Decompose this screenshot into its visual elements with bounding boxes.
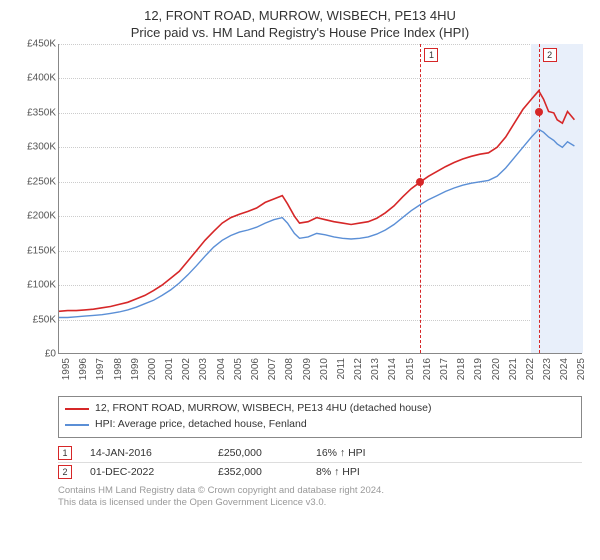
event-date: 01-DEC-2022 bbox=[90, 466, 200, 478]
x-tick-label: 1996 bbox=[78, 358, 89, 380]
y-tick-label: £100K bbox=[27, 280, 56, 291]
title-block: 12, FRONT ROAD, MURROW, WISBECH, PE13 4H… bbox=[12, 8, 588, 40]
x-tick-label: 2010 bbox=[319, 358, 330, 380]
series-svg bbox=[59, 44, 583, 354]
x-tick-label: 1997 bbox=[95, 358, 106, 380]
x-tick-label: 2005 bbox=[233, 358, 244, 380]
chart-title-address: 12, FRONT ROAD, MURROW, WISBECH, PE13 4H… bbox=[12, 8, 588, 23]
x-tick-label: 2025 bbox=[576, 358, 587, 380]
x-tick-label: 2000 bbox=[147, 358, 158, 380]
x-tick-label: 2020 bbox=[491, 358, 502, 380]
event-delta: 8% ↑ HPI bbox=[316, 466, 582, 478]
y-tick-label: £450K bbox=[27, 39, 56, 50]
x-tick-label: 2018 bbox=[456, 358, 467, 380]
event-price: £250,000 bbox=[218, 447, 298, 459]
footer-line-2: This data is licensed under the Open Gov… bbox=[58, 497, 582, 509]
y-tick-label: £350K bbox=[27, 107, 56, 118]
x-tick-label: 2004 bbox=[216, 358, 227, 380]
event-delta: 16% ↑ HPI bbox=[316, 447, 582, 459]
x-tick-label: 2014 bbox=[387, 358, 398, 380]
legend-item: HPI: Average price, detached house, Fenl… bbox=[65, 417, 575, 433]
x-tick-label: 2017 bbox=[439, 358, 450, 380]
x-tick-label: 2007 bbox=[267, 358, 278, 380]
event-index-box: 2 bbox=[58, 465, 72, 479]
footer-note: Contains HM Land Registry data © Crown c… bbox=[58, 485, 582, 510]
y-tick-label: £150K bbox=[27, 245, 56, 256]
x-tick-label: 2023 bbox=[542, 358, 553, 380]
legend-label: 12, FRONT ROAD, MURROW, WISBECH, PE13 4H… bbox=[95, 401, 432, 417]
x-tick-label: 2019 bbox=[473, 358, 484, 380]
x-tick-label: 1999 bbox=[130, 358, 141, 380]
x-tick-label: 2012 bbox=[353, 358, 364, 380]
chart-container: 12, FRONT ROAD, MURROW, WISBECH, PE13 4H… bbox=[0, 0, 600, 517]
x-tick-label: 2022 bbox=[525, 358, 536, 380]
series-price_paid bbox=[59, 91, 574, 311]
x-tick-label: 2009 bbox=[302, 358, 313, 380]
x-tick-label: 2015 bbox=[405, 358, 416, 380]
event-index-box: 1 bbox=[58, 446, 72, 460]
x-tick-label: 2002 bbox=[181, 358, 192, 380]
event-date: 14-JAN-2016 bbox=[90, 447, 200, 459]
event-price: £352,000 bbox=[218, 466, 298, 478]
x-tick-label: 1995 bbox=[61, 358, 72, 380]
legend-label: HPI: Average price, detached house, Fenl… bbox=[95, 417, 307, 433]
legend: 12, FRONT ROAD, MURROW, WISBECH, PE13 4H… bbox=[58, 396, 582, 438]
x-axis: 1995 1996 1997 1998 1999 2000 2001 2002 2003 2004… bbox=[58, 354, 582, 394]
event-row: 1 14-JAN-2016 £250,000 16% ↑ HPI bbox=[58, 444, 582, 463]
y-tick-label: £250K bbox=[27, 176, 56, 187]
x-tick-label: 2006 bbox=[250, 358, 261, 380]
x-tick-label: 2024 bbox=[559, 358, 570, 380]
y-tick-label: £300K bbox=[27, 142, 56, 153]
x-tick-label: 2016 bbox=[422, 358, 433, 380]
legend-item: 12, FRONT ROAD, MURROW, WISBECH, PE13 4H… bbox=[65, 401, 575, 417]
y-tick-label: £200K bbox=[27, 211, 56, 222]
y-axis: £0£50K£100K£150K£200K£250K£300K£350K£400… bbox=[12, 44, 58, 354]
x-tick-label: 2013 bbox=[370, 358, 381, 380]
legend-swatch bbox=[65, 408, 89, 410]
plot-area: 12 bbox=[58, 44, 582, 354]
x-tick-label: 2021 bbox=[508, 358, 519, 380]
y-tick-label: £400K bbox=[27, 73, 56, 84]
chart-area: £0 £50K £100K £150K £200K £250K £300K £350K £400… bbox=[12, 44, 588, 394]
y-tick-label: £50K bbox=[33, 314, 56, 325]
event-row: 2 01-DEC-2022 £352,000 8% ↑ HPI bbox=[58, 463, 582, 481]
footer-line-1: Contains HM Land Registry data © Crown c… bbox=[58, 485, 582, 497]
legend-swatch bbox=[65, 424, 89, 426]
x-tick-label: 1998 bbox=[113, 358, 124, 380]
chart-subtitle: Price paid vs. HM Land Registry's House … bbox=[12, 25, 588, 40]
x-tick-label: 2008 bbox=[284, 358, 295, 380]
x-tick-label: 2011 bbox=[336, 358, 347, 380]
x-tick-label: 2003 bbox=[198, 358, 209, 380]
x-tick-label: 2001 bbox=[164, 358, 175, 380]
series-hpi bbox=[59, 129, 574, 317]
y-tick-label: £0 bbox=[45, 349, 56, 360]
events-table: 1 14-JAN-2016 £250,000 16% ↑ HPI 2 01-DEC-202… bbox=[58, 444, 582, 481]
